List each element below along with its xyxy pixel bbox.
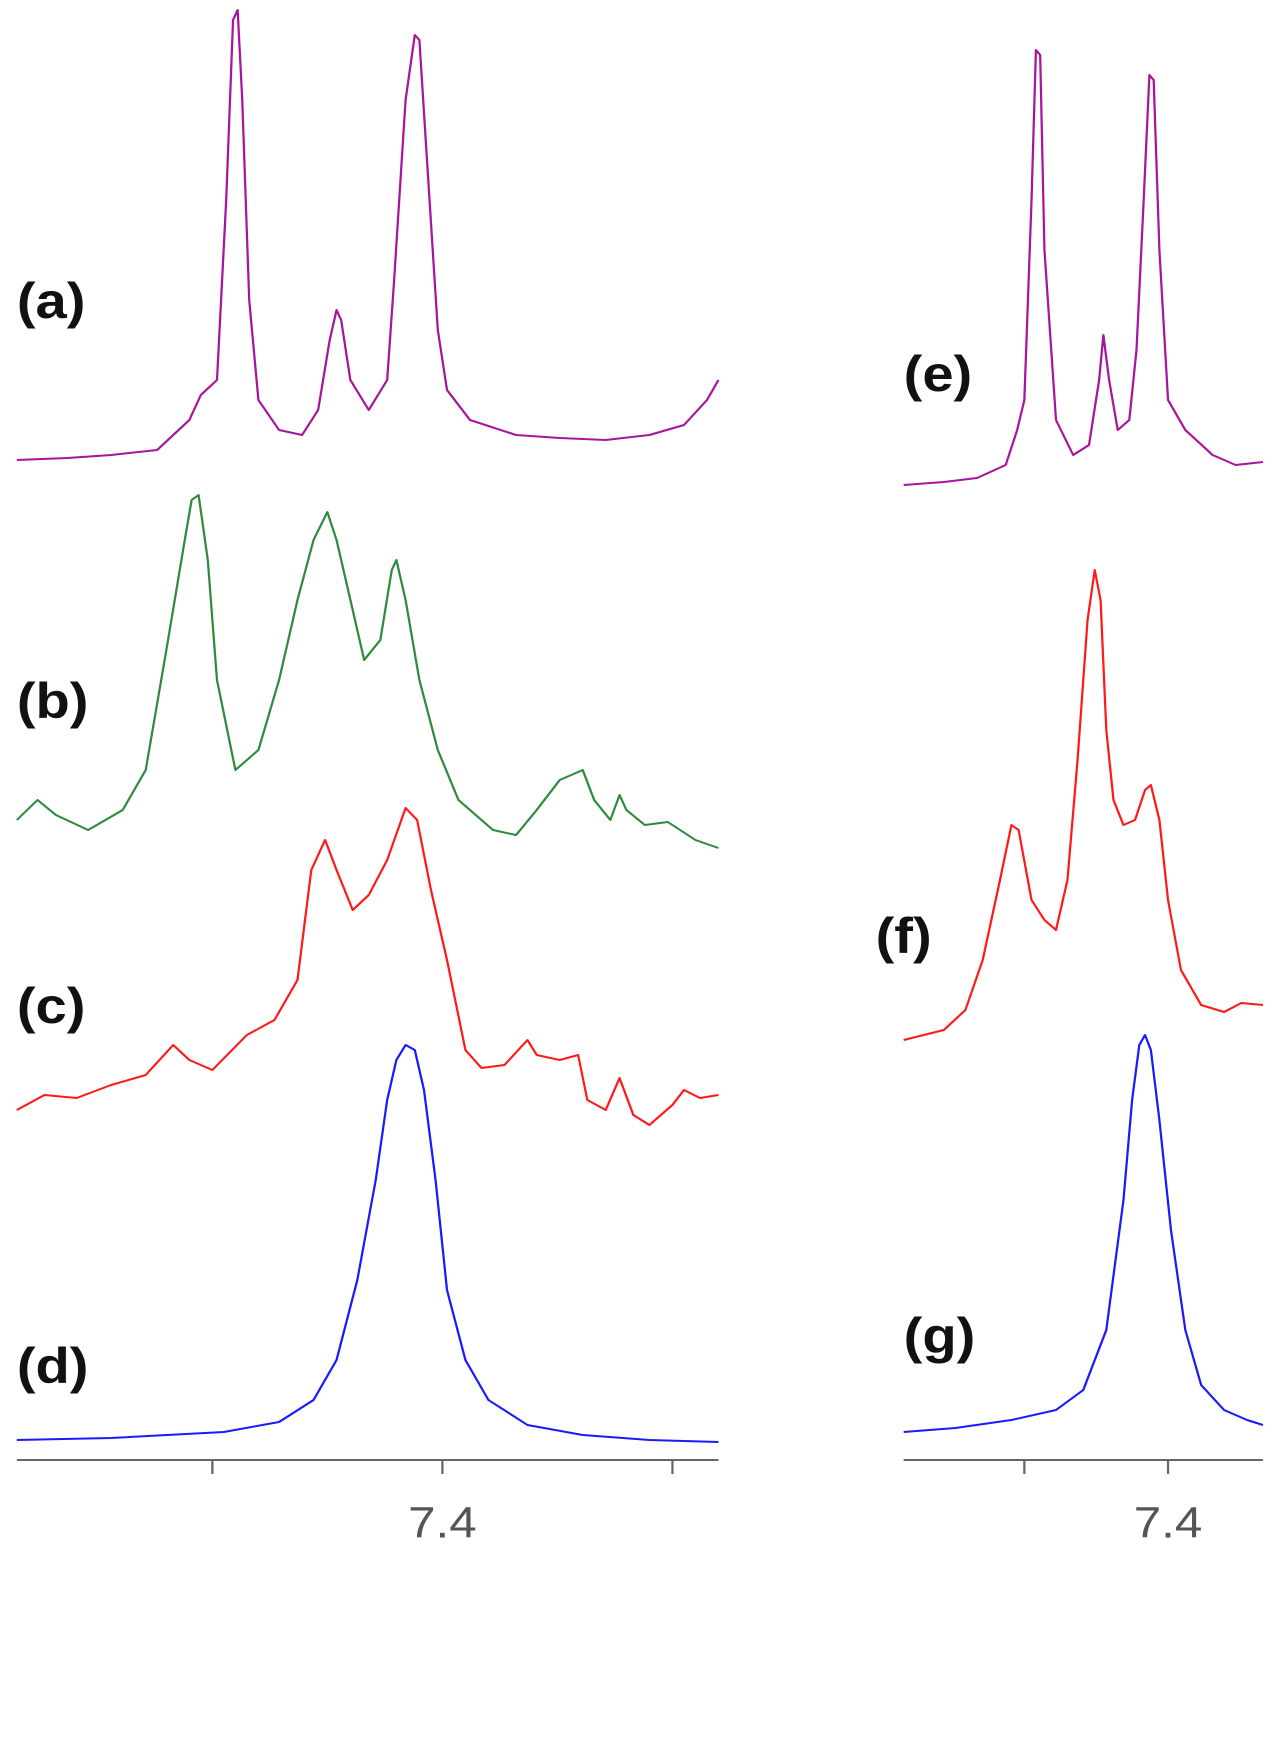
spectrum-trace	[903, 569, 1264, 1041]
trace-label: (b)	[17, 674, 89, 730]
spectrum-trace	[903, 49, 1264, 486]
trace-label: (f)	[876, 909, 932, 965]
spectrum-trace	[903, 1034, 1264, 1433]
spectrum-trace	[16, 494, 719, 849]
spectrum-trace	[16, 9, 720, 461]
trace-label: (e)	[904, 347, 973, 403]
trace-label: (c)	[17, 979, 86, 1035]
spectrum-trace	[16, 807, 719, 1126]
spectrum-trace	[16, 1044, 719, 1443]
trace-label: (d)	[17, 1339, 89, 1395]
x-tick-label: 7.4	[1134, 1498, 1203, 1547]
x-tick-label: 7.4	[408, 1498, 477, 1547]
trace-label: (a)	[17, 274, 86, 330]
trace-label: (g)	[904, 1309, 976, 1365]
